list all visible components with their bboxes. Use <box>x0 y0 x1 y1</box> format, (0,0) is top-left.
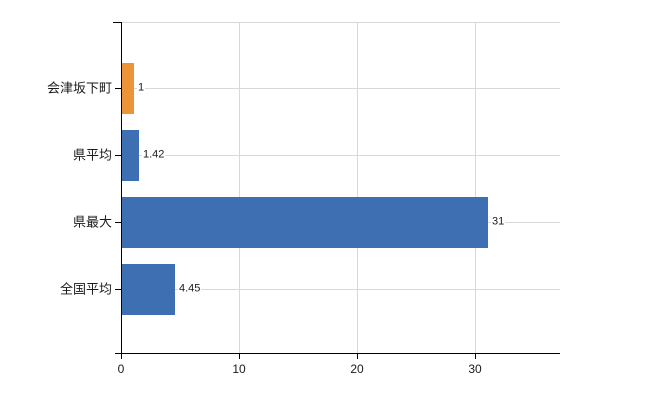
gridline-vertical <box>239 22 240 353</box>
y-axis-end-tick <box>113 22 121 23</box>
x-tick-label: 0 <box>117 362 125 376</box>
category-label: 全国平均 <box>59 281 112 297</box>
bar-value-label: 1 <box>137 81 146 95</box>
gridline-vertical <box>357 22 358 353</box>
x-tick-label: 10 <box>232 362 246 376</box>
bar <box>122 130 139 181</box>
x-tick-mark <box>239 354 240 359</box>
bar <box>122 264 175 315</box>
category-label: 県平均 <box>72 147 112 163</box>
bar <box>122 197 488 248</box>
bar-value-label: 31 <box>491 215 506 229</box>
x-tick-label: 30 <box>468 362 482 376</box>
y-tick-mark <box>115 289 121 290</box>
y-tick-mark <box>115 88 121 89</box>
category-label: 会津坂下町 <box>46 80 112 96</box>
bar <box>122 63 134 114</box>
y-tick-mark <box>115 155 121 156</box>
x-axis <box>115 353 560 354</box>
gridline-horizontal <box>122 88 560 89</box>
gridline-vertical <box>475 22 476 353</box>
x-tick-mark <box>475 354 476 359</box>
x-tick-label: 20 <box>350 362 364 376</box>
gridline-horizontal <box>122 289 560 290</box>
y-axis <box>121 22 122 359</box>
bar-value-label: 1.42 <box>142 148 166 162</box>
gridline-horizontal <box>122 155 560 156</box>
plot-top-border <box>121 22 560 23</box>
y-tick-mark <box>115 222 121 223</box>
bar-value-label: 4.45 <box>178 282 202 296</box>
x-tick-mark <box>357 354 358 359</box>
category-label: 県最大 <box>72 214 112 230</box>
